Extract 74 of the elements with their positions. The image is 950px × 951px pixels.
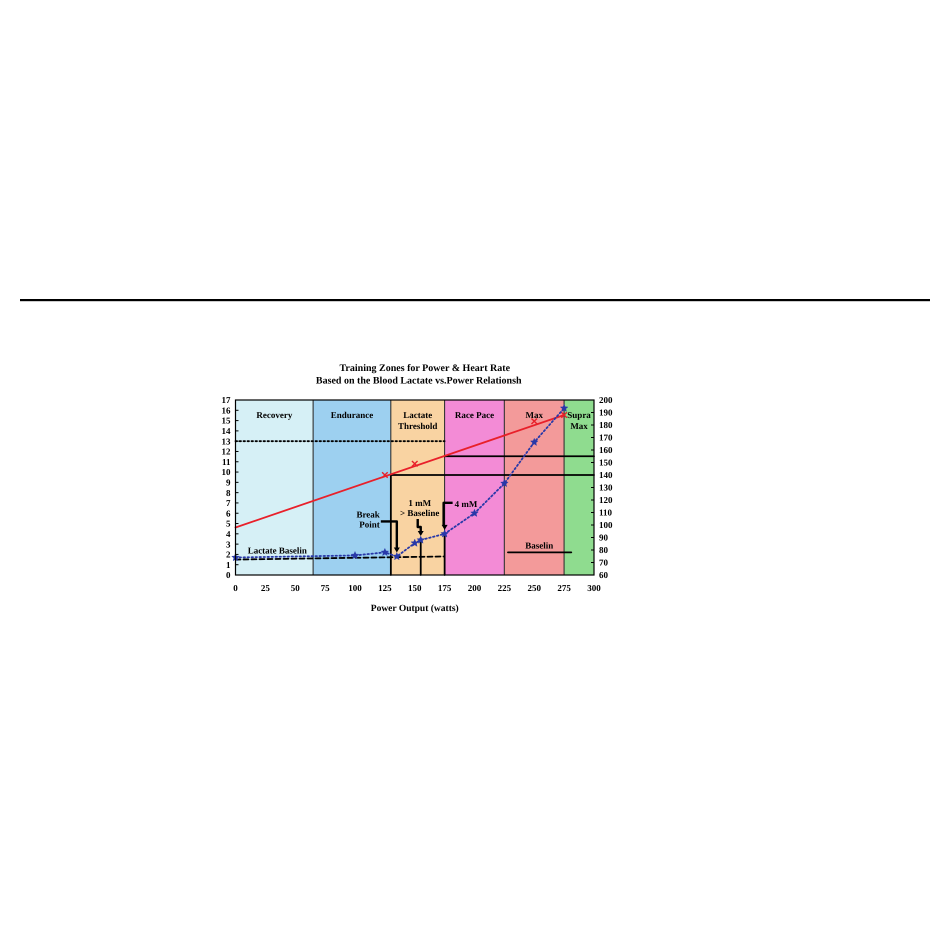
y-tick-label: 0 — [226, 570, 231, 580]
x-tick-label: 0 — [233, 583, 238, 593]
y-tick-label: 16 — [222, 405, 231, 416]
y2-tick-label: 110 — [599, 508, 613, 518]
y2-tick-label: 160 — [599, 445, 613, 456]
point — [410, 538, 419, 547]
band-label: Race Pace — [454, 410, 494, 420]
y2-tick-label: 90 — [599, 532, 608, 543]
y-tick-label: 17 — [222, 395, 231, 406]
y-tick-label: 15 — [222, 416, 231, 426]
y-tick-label: 5 — [226, 518, 231, 529]
x-tick-label: 200 — [468, 583, 482, 593]
y2-tick-label: 170 — [599, 432, 613, 443]
y2-tick-label: 80 — [599, 545, 608, 556]
point — [440, 530, 449, 538]
y-tick-label: 9 — [226, 478, 231, 488]
y2-tick-label: 180 — [599, 420, 613, 430]
y2-tick-label: 60 — [599, 570, 608, 580]
band-label: Recovery — [256, 410, 293, 420]
y2-tick-label: 100 — [599, 520, 613, 530]
x-tick-label: 275 — [557, 583, 572, 593]
x-tick-label: 50 — [290, 583, 300, 593]
x-axis-title: Power Output (watts) — [370, 604, 459, 614]
y-tick-label: 7 — [226, 498, 231, 508]
annotation: Baselin — [525, 540, 554, 550]
y2-tick-label: 190 — [599, 408, 613, 418]
x-tick-label: 250 — [528, 583, 542, 593]
y2-tick-label: 200 — [599, 395, 613, 406]
y2-tick-label: 140 — [599, 470, 613, 480]
x-tick-label: 225 — [498, 583, 512, 593]
point — [500, 479, 508, 487]
x-tick-label: 150 — [408, 583, 422, 593]
y2-tick-label: 70 — [599, 558, 608, 568]
y-tick-label: 11 — [222, 456, 231, 467]
band-label: Endurance — [330, 410, 374, 420]
band-label: Lactate Threshold — [398, 410, 438, 431]
band-label: Max — [526, 410, 544, 420]
chart-subtitle: Based on the Blood Lactate vs.Power Relationsh — [316, 376, 522, 386]
point — [560, 412, 568, 418]
point — [380, 548, 389, 556]
point — [530, 438, 538, 446]
point — [392, 552, 401, 560]
y-tick-label: 2 — [226, 550, 231, 560]
y-tick-label: 13 — [222, 436, 231, 446]
x-tick-label: 175 — [438, 583, 452, 593]
point — [411, 460, 418, 468]
y2-tick-label: 150 — [599, 458, 613, 468]
y2-tick-label: 120 — [599, 495, 613, 506]
x-tick-label: 300 — [587, 583, 602, 593]
y2-tick-label: 130 — [599, 482, 613, 493]
y-tick-label: 6 — [226, 508, 231, 518]
y-tick-label: 4 — [226, 528, 231, 539]
annotation: Lactate Baselin — [248, 546, 307, 556]
x-tick-label: 25 — [260, 583, 270, 593]
y-tick-label: 3 — [226, 539, 231, 550]
y-tick-label: 10 — [222, 467, 231, 478]
point — [232, 553, 240, 561]
x-tick-label: 75 — [320, 583, 330, 593]
point — [381, 472, 388, 478]
point — [351, 551, 359, 559]
point — [416, 536, 425, 544]
annotation: Break Point — [356, 509, 380, 530]
y-tick-label: 14 — [222, 426, 231, 436]
x-tick-label: 100 — [348, 583, 362, 593]
y-tick-label: 8 — [226, 488, 231, 498]
y-tick-label: 1 — [226, 560, 231, 570]
point — [560, 404, 568, 412]
y-tick-label: 12 — [222, 446, 231, 457]
annotation: 4 mM — [454, 498, 478, 509]
x-tick-label: 125 — [378, 583, 392, 593]
chart-title: Training Zones for Power & Heart Rate — [339, 363, 511, 374]
point — [470, 509, 478, 517]
band-label: Supra Max — [567, 410, 592, 431]
annotation: 1 mM > Baseline — [400, 498, 440, 518]
